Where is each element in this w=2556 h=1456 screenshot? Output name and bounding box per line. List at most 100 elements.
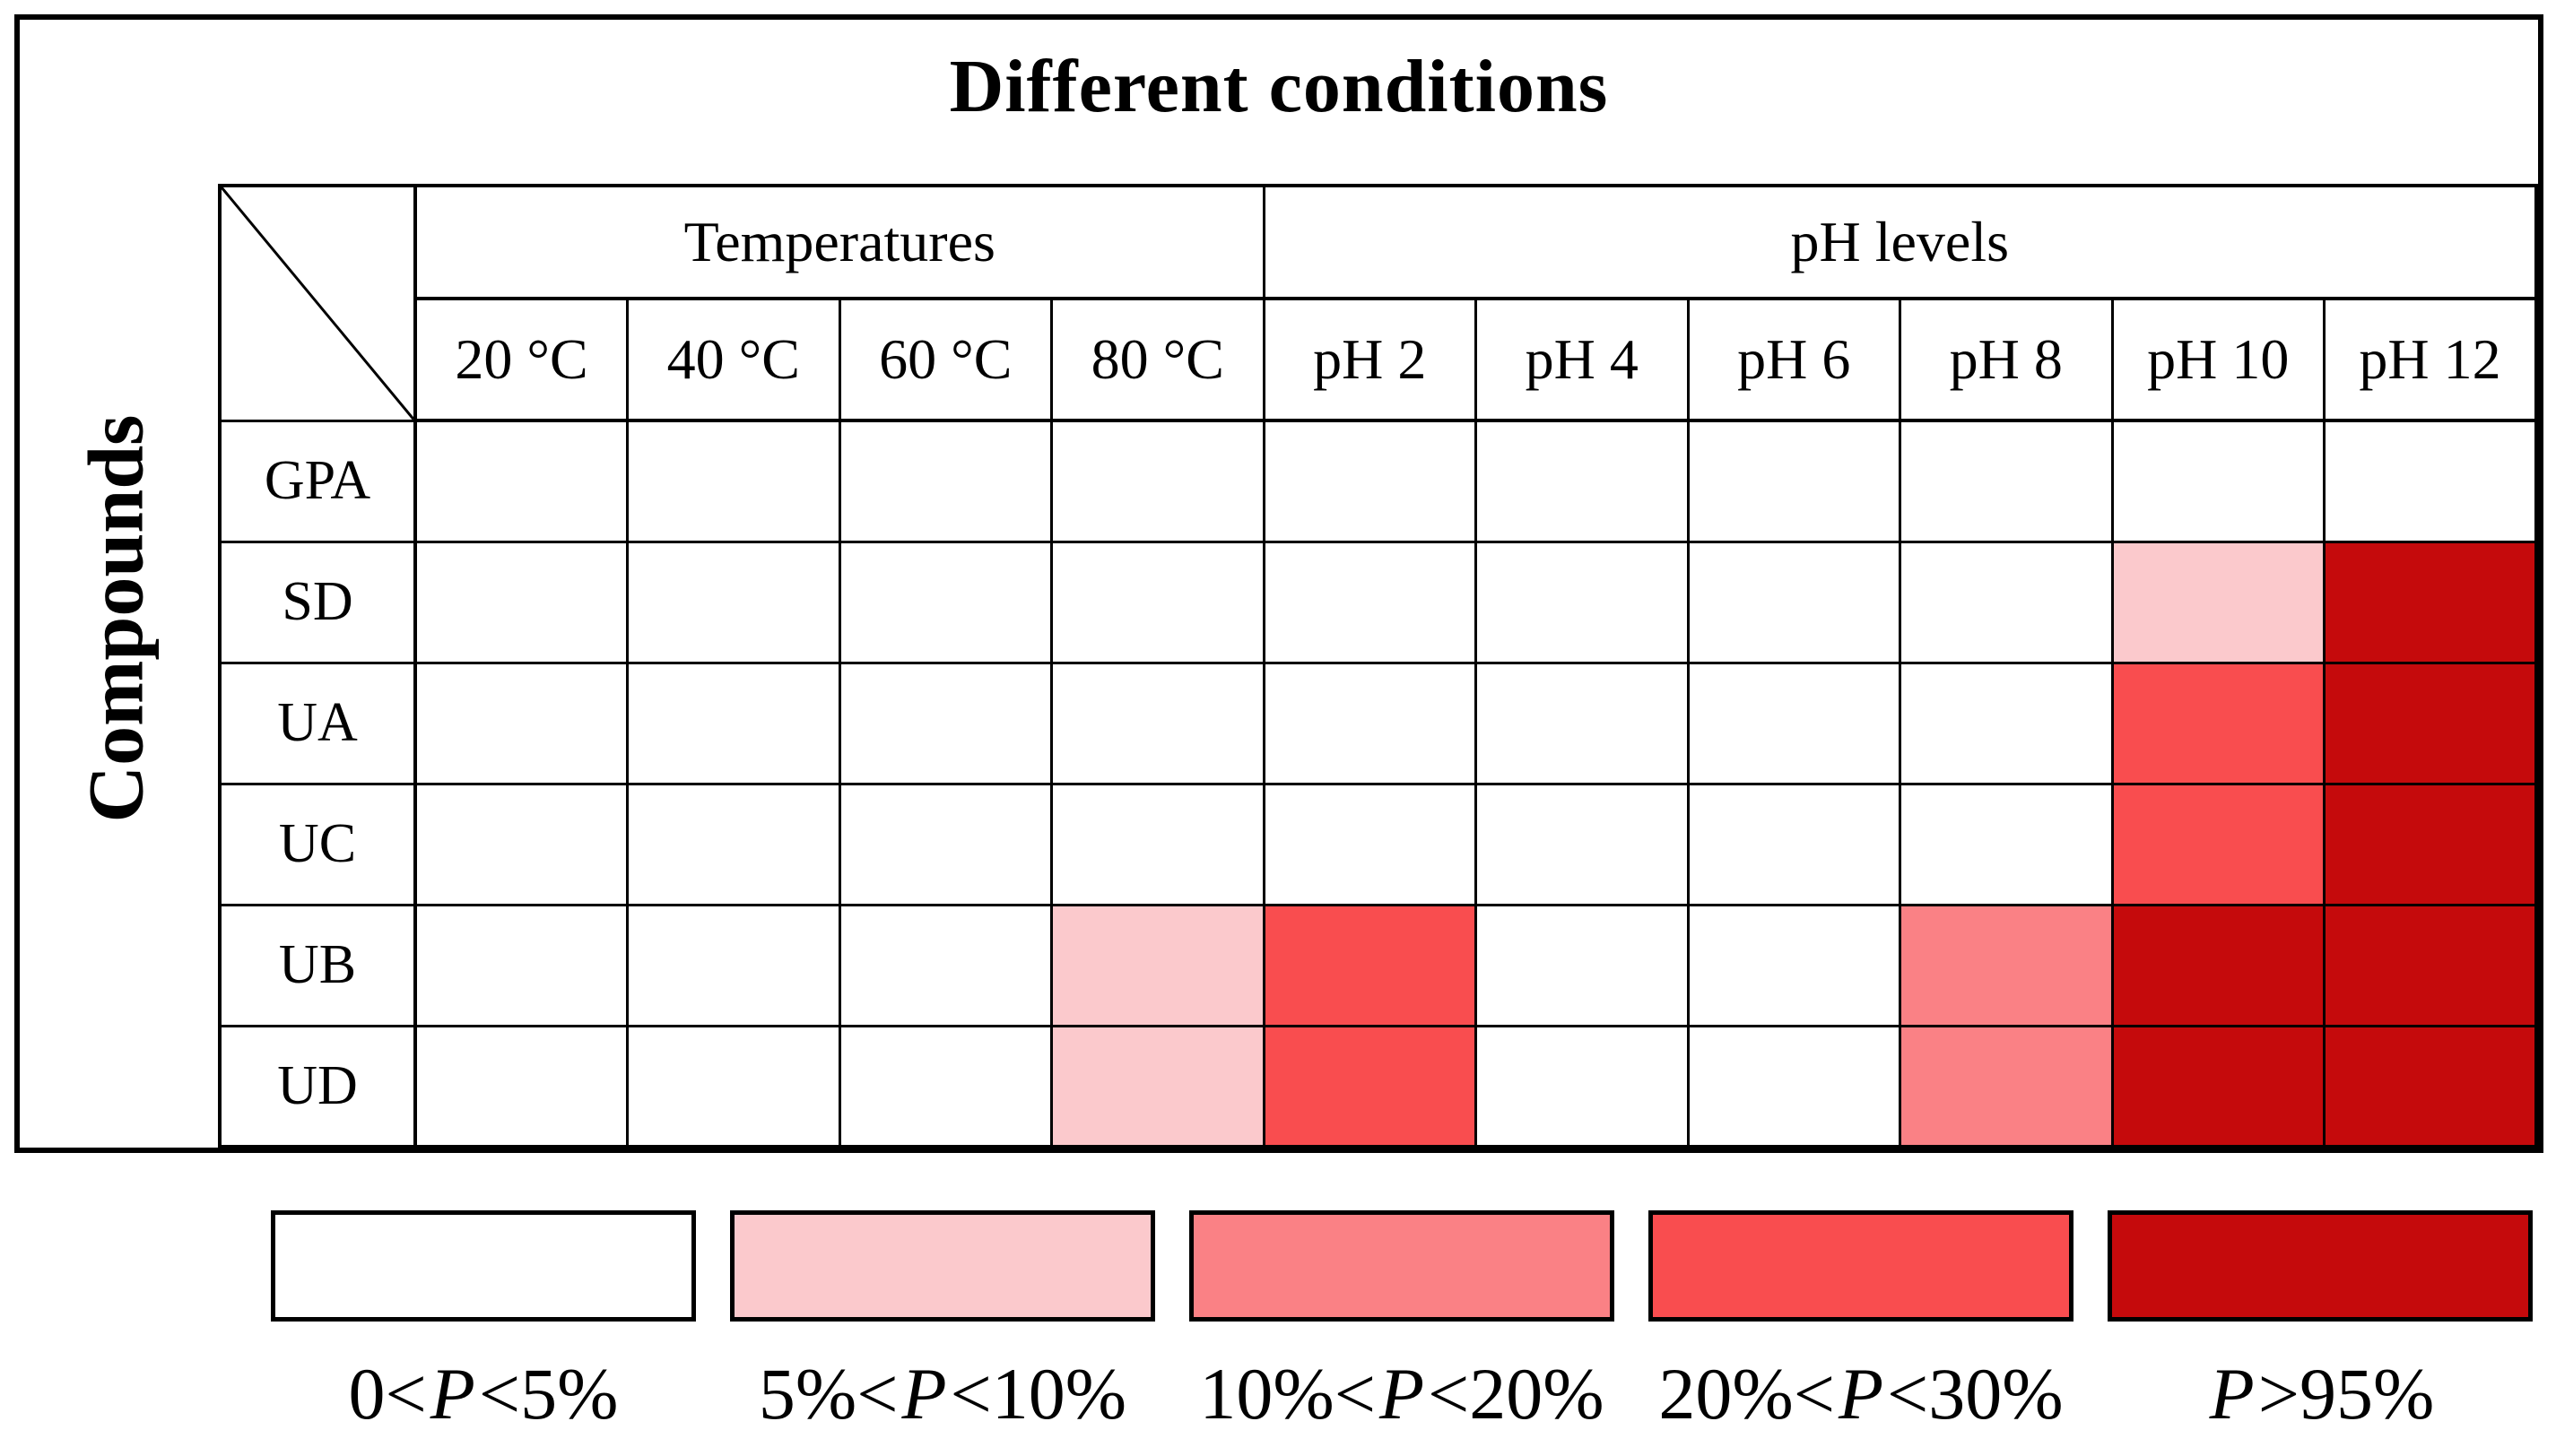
heatmap-cell [838,419,1053,543]
heatmap-cell [2323,1024,2538,1148]
legend-label: 20%<P<30% [1658,1353,2064,1434]
legend: 0<P<5% 5%<P<10% 10%<P<20% 20%<P<30% P>95% [271,1210,2533,1431]
heatmap-cell [1899,540,2114,664]
heatmap-cell [413,1024,629,1148]
column-group-row: Temperatures pH levels [218,184,2538,422]
legend-item: 0<P<5% [271,1210,696,1431]
legend-swatch [1648,1210,2073,1322]
legend-item: 10%<P<20% [1189,1210,1614,1431]
heatmap-cell [1474,661,1690,785]
table-row: UD [218,1024,2538,1148]
column-header: pH 8 [1899,297,2114,422]
legend-label: P>95% [2209,1353,2435,1434]
heatmap-cell [838,782,1053,906]
legend-swatch [2108,1210,2533,1322]
legend-swatch [730,1210,1155,1322]
column-header: 80 °C [1050,297,1265,422]
heatmap-cell [838,903,1053,1027]
heatmap-cell [1686,419,1901,543]
heatmap-cell [1050,903,1265,1027]
row-header: UD [218,1024,417,1148]
heatmap-cell [1474,782,1690,906]
heatmap-cell [1050,540,1265,664]
heatmap-cell [838,661,1053,785]
legend-label: 10%<P<20% [1199,1353,1604,1434]
legend-item: 20%<P<30% [1648,1210,2073,1431]
heatmap-cell [1686,903,1901,1027]
column-header-row: 20 °C 40 °C 60 °C 80 °C pH 2 pH 4 pH 6 pH 8 pH 1… [220,297,2538,422]
heatmap-cell [413,419,629,543]
heatmap-cell [838,540,1053,664]
heatmap-cell [626,661,841,785]
column-header: pH 4 [1474,297,1690,422]
legend-swatch [1189,1210,1614,1322]
y-axis-label: Compounds [73,414,161,823]
column-header: pH 2 [1262,297,1477,422]
heatmap-cell [626,1024,841,1148]
heatmap-cell [2323,782,2538,906]
heatmap-cell [413,661,629,785]
heatmap-cell [1686,782,1901,906]
heatmap-table: Temperatures pH levels 20 °C 40 °C 60 °C 80… [218,184,2538,1148]
heatmap-cell [626,540,841,664]
heatmap-cell [1899,661,2114,785]
diagonal-line [222,187,413,420]
heatmap-cell [1474,419,1690,543]
row-header: UC [218,782,417,906]
heatmap-cell [1050,419,1265,543]
heatmap-cell [1474,540,1690,664]
figure-title: Different conditions [949,45,1609,128]
heatmap-cell [413,540,629,664]
heatmap-cell [2110,782,2326,906]
heatmap-cell [1686,1024,1901,1148]
row-header: GPA [218,419,417,543]
heatmap-cell [1262,540,1477,664]
column-header: 20 °C [413,297,629,422]
row-header: SD [218,540,417,664]
col-group-temperatures: Temperatures [413,184,1265,300]
heatmap-cell [2323,903,2538,1027]
legend-label: 0<P<5% [348,1353,619,1434]
table-row: UB [218,903,2538,1027]
heatmap-cell [1686,540,1901,664]
heatmap-cell [2110,419,2326,543]
table-body: GPA SD UA UC UB UD [218,419,2538,1148]
heatmap-cell [1262,903,1477,1027]
table-row: SD [218,540,2538,664]
column-header: 40 °C [626,297,841,422]
heatmap-cell [1899,419,2114,543]
heatmap-cell [1050,1024,1265,1148]
column-header: pH 6 [1686,297,1901,422]
heatmap-cell [1899,782,2114,906]
row-header: UB [218,903,417,1027]
heatmap-cell [838,1024,1053,1148]
heatmap-cell [2110,540,2326,664]
heatmap-cell [1262,782,1477,906]
heatmap-cell [1050,782,1265,906]
heatmap-cell [1899,1024,2114,1148]
legend-item: P>95% [2108,1210,2533,1431]
row-header: UA [218,661,417,785]
corner-cell [218,184,417,422]
legend-item: 5%<P<10% [730,1210,1155,1431]
heatmap-cell [2323,540,2538,664]
conditions-panel: Different conditions Compounds Temperatu… [14,14,2543,1153]
heatmap-cell [1262,661,1477,785]
heatmap-cell [2110,661,2326,785]
table-row: UC [218,782,2538,906]
heatmap-cell [626,419,841,543]
heatmap-cell [2110,903,2326,1027]
col-group-ph-levels: pH levels [1262,184,2538,300]
column-header: 60 °C [838,297,1053,422]
heatmap-cell [626,903,841,1027]
heatmap-cell [1474,1024,1690,1148]
heatmap-cell [1262,419,1477,543]
column-header: pH 12 [2323,297,2538,422]
heatmap-cell [2323,419,2538,543]
heatmap-cell [2110,1024,2326,1148]
heatmap-cell [413,903,629,1027]
heatmap-cell [1686,661,1901,785]
table-row: GPA [218,419,2538,543]
table-row: UA [218,661,2538,785]
